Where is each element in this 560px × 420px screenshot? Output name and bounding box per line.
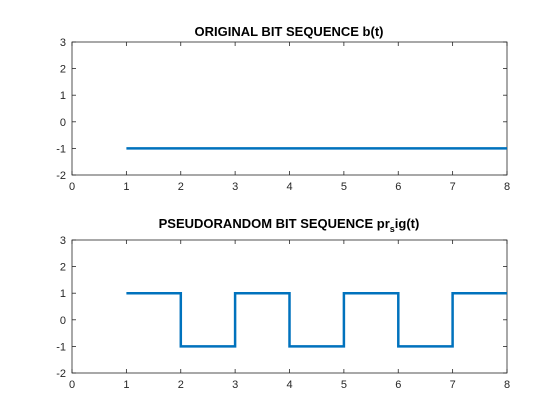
- x-tick-label: 8: [504, 379, 510, 391]
- x-tick-label: 0: [69, 181, 75, 193]
- y-tick-label: -2: [56, 368, 66, 380]
- y-tick-label: -1: [56, 143, 66, 155]
- x-tick-label: 6: [395, 379, 401, 391]
- y-tick-label: 1: [60, 90, 66, 102]
- y-tick-label: 3: [60, 235, 66, 247]
- x-tick-label: 4: [286, 379, 292, 391]
- chart-title-2: PSEUDORANDOM BIT SEQUENCE prsig(t): [159, 216, 420, 234]
- x-tick-label: 3: [232, 181, 238, 193]
- x-tick-label: 7: [450, 181, 456, 193]
- y-tick-label: 2: [60, 262, 66, 274]
- x-tick-label: 1: [123, 181, 129, 193]
- series-line: [126, 291, 507, 348]
- subplot-1: ORIGINAL BIT SEQUENCE b(t) 0 1 2 3 4 5 6 7 8 -2 -1…: [56, 24, 510, 193]
- x-tick-label: 0: [69, 379, 75, 391]
- x-tick-label: 6: [395, 181, 401, 193]
- x-tick-label: 1: [123, 379, 129, 391]
- y-tick-label: 1: [60, 288, 66, 300]
- y-tick-label: -2: [56, 170, 66, 182]
- x-tick-label: 5: [341, 379, 347, 391]
- x-tick-label: 8: [504, 181, 510, 193]
- x-tick-label: 7: [450, 379, 456, 391]
- y-tick-label: -1: [56, 341, 66, 353]
- x-tick-label: 2: [178, 181, 184, 193]
- x-tick-label: 2: [178, 379, 184, 391]
- ticks-2: 0 1 2 3 4 5 6 7 8 -2 -1 0 1 2 3: [56, 235, 510, 391]
- x-tick-label: 4: [286, 181, 292, 193]
- y-tick-label: 3: [60, 37, 66, 49]
- ticks-1: 0 1 2 3 4 5 6 7 8 -2 -1 0 1 2 3: [56, 37, 510, 193]
- y-tick-label: 0: [60, 315, 66, 327]
- series-group-2: [126, 291, 507, 348]
- plot-area-1: [71, 41, 508, 176]
- y-tick-label: 2: [60, 64, 66, 76]
- subplot-2: PSEUDORANDOM BIT SEQUENCE prsig(t) 0 1 2 3 4…: [56, 216, 510, 391]
- x-tick-label: 5: [341, 181, 347, 193]
- y-tick-label: 0: [60, 117, 66, 129]
- chart-title-1: ORIGINAL BIT SEQUENCE b(t): [195, 24, 384, 39]
- x-tick-label: 3: [232, 379, 238, 391]
